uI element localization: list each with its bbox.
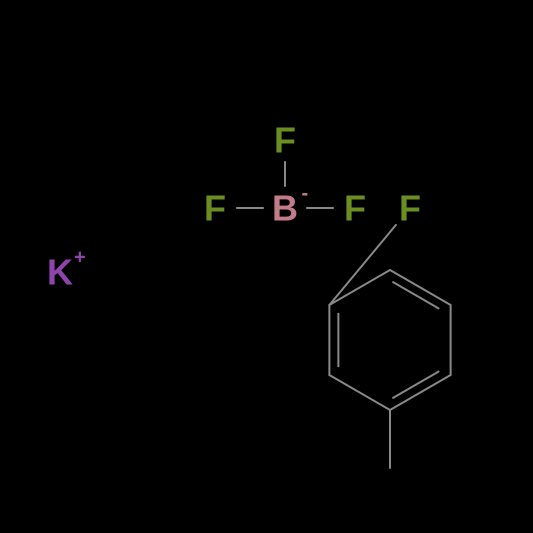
atom-B: B [272, 188, 298, 229]
atom-F4: F [399, 188, 421, 229]
molecule-canvas: K+B-FFFF [0, 0, 533, 533]
atom-F2: F [204, 188, 226, 229]
atom-F3: F [344, 188, 366, 229]
atom-B-charge: - [301, 183, 308, 205]
atom-K: K [47, 252, 73, 293]
ring-bond [329, 270, 390, 305]
ring-double-bond [393, 372, 438, 398]
ring-bond [329, 375, 390, 410]
ring-bond [390, 375, 451, 410]
ring-bond [390, 270, 451, 305]
ring-substituent-bond [329, 225, 396, 305]
atom-K-charge: + [74, 247, 86, 269]
atom-F1: F [274, 120, 296, 161]
ring-double-bond [393, 282, 438, 308]
